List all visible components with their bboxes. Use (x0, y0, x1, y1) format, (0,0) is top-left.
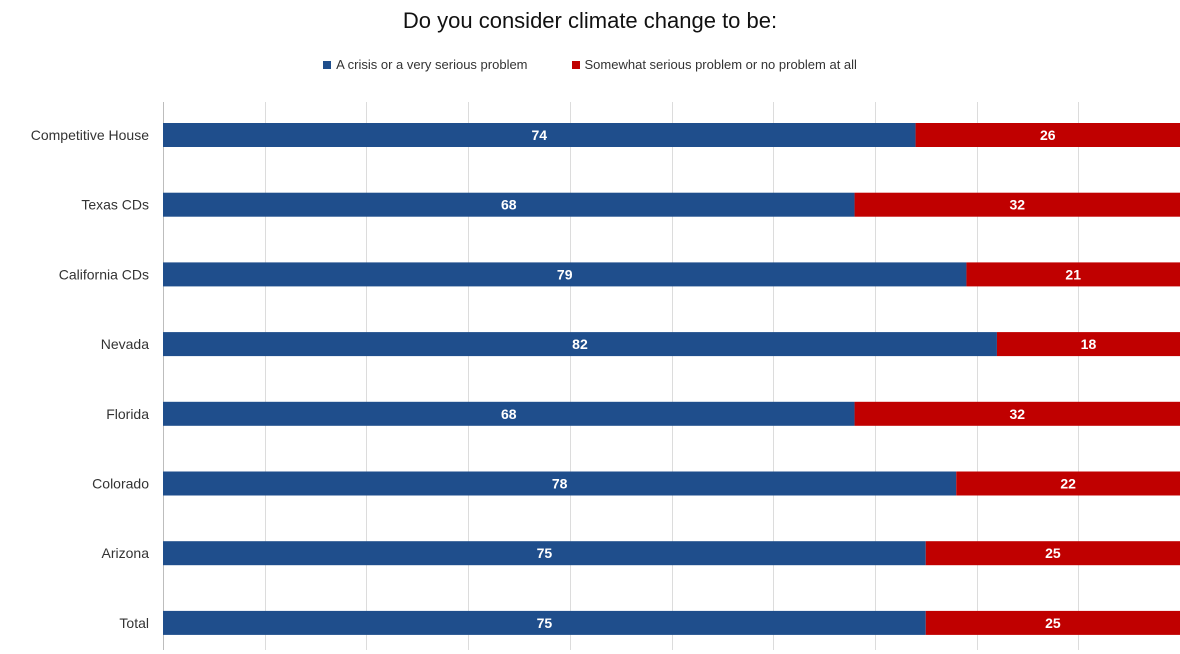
data-label-somewhat: 32 (1009, 406, 1025, 422)
category-label: Nevada (101, 336, 149, 352)
bar-somewhat (925, 610, 1180, 635)
bar-crisis (163, 262, 967, 287)
legend-item-crisis: A crisis or a very serious problem (323, 57, 528, 72)
legend-swatch-crisis (323, 60, 332, 69)
legend-label-crisis: A crisis or a very serious problem (336, 57, 528, 72)
data-label-crisis: 75 (537, 545, 553, 561)
data-label-somewhat: 26 (1040, 127, 1056, 143)
data-label-crisis: 78 (552, 476, 568, 492)
data-label-crisis: 79 (557, 266, 573, 282)
data-label-somewhat: 32 (1009, 197, 1025, 213)
data-label-crisis: 68 (501, 406, 517, 422)
category-label: Arizona (102, 545, 150, 561)
bar-somewhat (915, 123, 1180, 147)
data-label-somewhat: 18 (1081, 336, 1097, 352)
data-label-somewhat: 22 (1060, 476, 1076, 492)
legend-item-somewhat: Somewhat serious problem or no problem a… (571, 57, 857, 72)
category-label: Competitive House (31, 127, 149, 143)
bar-crisis (163, 471, 957, 496)
bar-somewhat (854, 192, 1180, 217)
bar-crisis (163, 401, 855, 426)
category-label: Total (119, 615, 149, 631)
bar-crisis (163, 332, 997, 357)
data-label-crisis: 82 (572, 336, 588, 352)
bar-crisis (163, 192, 855, 217)
category-label: Florida (106, 406, 149, 422)
category-label: Texas CDs (81, 197, 149, 213)
data-label-somewhat: 21 (1065, 266, 1081, 282)
bar-crisis (163, 541, 926, 566)
category-label: Colorado (92, 476, 149, 492)
data-label-crisis: 74 (532, 127, 548, 143)
bar-somewhat (925, 541, 1180, 566)
data-label-somewhat: 25 (1045, 615, 1061, 631)
bar-somewhat (966, 262, 1180, 287)
bar-somewhat (956, 471, 1180, 496)
bar-somewhat (854, 401, 1180, 426)
data-label-crisis: 75 (537, 615, 553, 631)
bar-crisis (163, 123, 916, 147)
data-label-somewhat: 25 (1045, 545, 1061, 561)
chart-title: Do you consider climate change to be: (402, 8, 778, 33)
data-label-crisis: 68 (501, 197, 517, 213)
bar-crisis (163, 610, 926, 635)
category-label: California CDs (59, 266, 149, 282)
bar-somewhat (996, 332, 1180, 357)
chart-legend: A crisis or a very serious problem Somew… (0, 57, 1180, 72)
legend-label-somewhat: Somewhat serious problem or no problem a… (584, 57, 857, 72)
legend-swatch-somewhat (571, 60, 580, 69)
